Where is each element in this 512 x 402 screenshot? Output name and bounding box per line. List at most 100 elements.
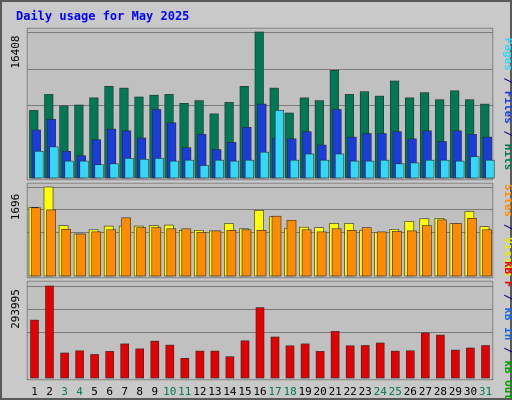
bar-pages-day-22 bbox=[350, 160, 360, 179]
bar-pages-day-26 bbox=[410, 162, 420, 179]
x-tick-label: 3 bbox=[61, 385, 68, 398]
x-tick-label: 15 bbox=[238, 385, 251, 398]
bar-kb-f-day-4 bbox=[75, 350, 84, 379]
bar-pages-day-4 bbox=[79, 160, 89, 179]
bar-kb-f-day-7 bbox=[120, 343, 129, 379]
bar-pages-day-24 bbox=[380, 159, 390, 179]
bar-kb-f-day-5 bbox=[90, 354, 99, 379]
bar-sites-day-14 bbox=[226, 230, 237, 277]
x-tick-label: 12 bbox=[193, 385, 206, 398]
bar-sites-day-9 bbox=[151, 227, 162, 277]
bar-sites-day-25 bbox=[391, 231, 402, 277]
bar-pages-day-28 bbox=[440, 159, 450, 179]
bar-sites-day-20 bbox=[316, 231, 327, 277]
bar-pages-day-21 bbox=[334, 153, 345, 179]
bar-kb-f-day-31 bbox=[481, 345, 490, 379]
bar-sites-day-4 bbox=[76, 233, 86, 277]
x-tick-label: 6 bbox=[106, 385, 113, 398]
bar-kb-f-day-12 bbox=[195, 350, 205, 379]
bar-sites-day-28 bbox=[437, 219, 447, 277]
bar-pages-day-20 bbox=[319, 159, 330, 179]
bar-sites-day-16 bbox=[256, 230, 267, 277]
bar-pages-day-1 bbox=[34, 151, 44, 179]
bar-pages-day-7 bbox=[124, 158, 134, 179]
x-tick-label: 4 bbox=[76, 385, 83, 398]
bar-kb-f-day-8 bbox=[135, 348, 144, 379]
side-legend-part: Visits bbox=[502, 237, 512, 277]
x-tick-label: 30 bbox=[464, 385, 477, 398]
bar-sites-day-10 bbox=[166, 228, 177, 277]
x-tick-label: 7 bbox=[121, 385, 128, 398]
bar-kb-f-day-9 bbox=[150, 340, 160, 379]
side-legend-part: / bbox=[502, 124, 512, 144]
bar-kb-f-day-17 bbox=[270, 336, 280, 379]
bar-sites-day-26 bbox=[406, 230, 417, 277]
panel-3-side-legend: kB F / kB In / kB Out bbox=[502, 261, 512, 400]
bar-pages-day-30 bbox=[470, 156, 480, 179]
bar-kb-f-day-13 bbox=[210, 350, 220, 379]
x-tick-label: 21 bbox=[329, 385, 342, 398]
bar-sites-day-13 bbox=[211, 230, 222, 277]
bar-sites-day-8 bbox=[136, 227, 146, 277]
bar-kb-f-day-16 bbox=[255, 307, 265, 379]
bar-kb-f-day-30 bbox=[466, 347, 475, 379]
bar-kb-f-day-2 bbox=[45, 285, 54, 379]
chart-title: Daily usage for May 2025 bbox=[16, 9, 189, 23]
side-legend-part: Hits bbox=[502, 144, 512, 171]
x-tick-label: 24 bbox=[374, 385, 388, 398]
bar-sites-day-12 bbox=[196, 232, 207, 277]
bar-sites-day-2 bbox=[46, 209, 56, 277]
bar-sites-day-17 bbox=[271, 215, 282, 277]
side-legend-part: / bbox=[502, 71, 512, 91]
bar-pages-day-5 bbox=[94, 164, 104, 179]
bar-kb-f-day-20 bbox=[315, 351, 325, 379]
bar-kb-f-day-28 bbox=[436, 334, 445, 379]
bar-pages-day-16 bbox=[259, 151, 270, 179]
x-tick-label: 31 bbox=[479, 385, 492, 398]
bar-kb-f-day-10 bbox=[165, 344, 175, 379]
bar-sites-day-6 bbox=[106, 229, 116, 277]
bar-pages-day-8 bbox=[139, 159, 149, 179]
x-tick-label: 18 bbox=[283, 385, 296, 398]
panel-2-max-label: 1696 bbox=[9, 194, 22, 221]
x-tick-label: 29 bbox=[449, 385, 462, 398]
bar-pages-day-15 bbox=[244, 159, 254, 179]
bar-sites-day-24 bbox=[376, 231, 387, 277]
side-legend-part: kB F bbox=[502, 261, 512, 288]
bar-sites-day-29 bbox=[452, 223, 462, 277]
x-tick-label: 8 bbox=[136, 385, 143, 398]
x-tick-label: 22 bbox=[344, 385, 357, 398]
x-tick-label: 17 bbox=[268, 385, 281, 398]
bar-sites-day-11 bbox=[181, 228, 192, 277]
bar-pages-day-6 bbox=[109, 163, 119, 179]
bar-kb-f-day-11 bbox=[180, 357, 190, 379]
bar-sites-day-18 bbox=[286, 220, 297, 277]
bar-kb-f-day-14 bbox=[225, 356, 235, 379]
bar-sites-day-15 bbox=[241, 229, 252, 277]
side-legend-part: / bbox=[502, 340, 512, 360]
bar-pages-day-9 bbox=[154, 158, 164, 179]
bar-kb-f-day-26 bbox=[405, 350, 415, 379]
bar-pages-day-31 bbox=[485, 159, 495, 179]
x-tick-label: 13 bbox=[208, 385, 221, 398]
bar-pages-day-17 bbox=[274, 110, 285, 179]
bar-pages-day-18 bbox=[289, 159, 300, 179]
side-legend-part: kB In bbox=[502, 307, 512, 340]
x-tick-label: 20 bbox=[313, 385, 326, 398]
panel-2-side-legend: Sites / Visits bbox=[502, 184, 512, 277]
bar-sites-day-23 bbox=[361, 227, 372, 277]
bar-kb-f-day-3 bbox=[60, 352, 69, 379]
bar-sites-day-3 bbox=[61, 229, 71, 277]
bar-kb-f-day-25 bbox=[390, 350, 400, 379]
panel-1-max-label: 16408 bbox=[9, 35, 22, 68]
side-legend-part: kB Out bbox=[502, 360, 512, 400]
bar-kb-f-day-1 bbox=[30, 319, 39, 379]
bar-pages-day-27 bbox=[425, 159, 435, 179]
bar-pages-day-14 bbox=[229, 160, 239, 179]
bar-kb-f-day-19 bbox=[300, 343, 310, 379]
x-tick-label: 14 bbox=[223, 385, 237, 398]
side-legend-part: Sites bbox=[502, 184, 512, 217]
bar-sites-day-22 bbox=[346, 230, 357, 277]
bar-sites-day-27 bbox=[421, 225, 432, 277]
